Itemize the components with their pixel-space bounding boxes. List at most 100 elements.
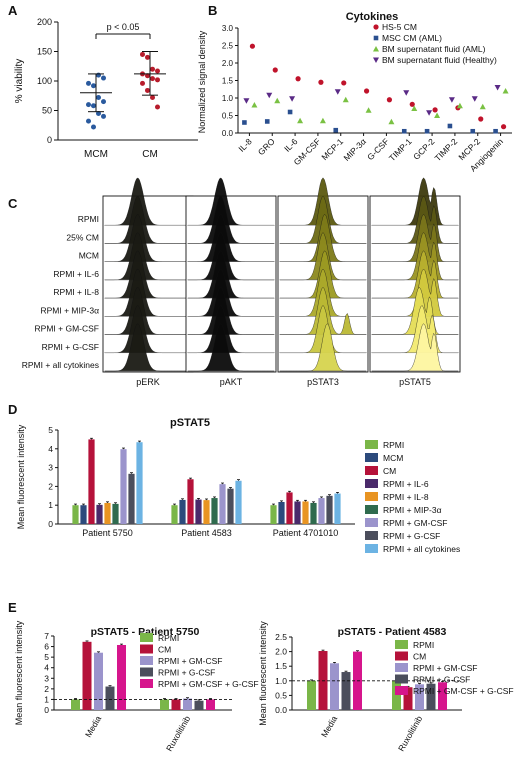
panel-a-y-tick-label: 0 <box>47 135 52 145</box>
panel-b-marker-triangle-down <box>426 110 433 116</box>
panel-e1-bar <box>71 699 80 710</box>
panel-a-data-point <box>86 80 91 86</box>
panel-b-category-label: MIP-3α <box>341 136 368 163</box>
panel-e1-legend-label: RPMI + GM-CSF + G-CSF <box>158 679 259 689</box>
panel-a-data-point <box>96 95 101 101</box>
panel-e1-y-tick-label: 4 <box>44 663 49 673</box>
panel-e1-y-tick-label: 3 <box>44 673 49 683</box>
panel-d-bar <box>235 480 242 524</box>
panel-b-marker-triangle-up <box>411 105 418 111</box>
panel-e2-bar <box>341 672 351 710</box>
panel-b-marker-triangle-down <box>403 90 410 96</box>
panel-a-data-point <box>150 66 155 72</box>
panel-e1-bar <box>82 641 92 710</box>
panel-d-legend-swatch <box>365 492 378 501</box>
panel-e2-legend-swatch <box>395 640 408 649</box>
panel-a-y-tick-label: 50 <box>42 106 52 116</box>
panel-a-y-tick-label: 100 <box>37 76 52 86</box>
panel-d-bar <box>334 493 341 524</box>
panel-a-data-point <box>101 75 106 81</box>
panel-e2-legend-swatch <box>395 651 408 661</box>
panel-a-data-point <box>101 99 106 105</box>
panel-d-bar <box>270 505 277 524</box>
panel-d-bar <box>72 505 79 524</box>
panel-d-bar <box>203 500 210 524</box>
panel-d-category-label: Patient 4701010 <box>273 528 339 538</box>
panel-c-column-label: pERK <box>136 377 160 387</box>
panel-d-bar <box>112 503 119 524</box>
panel-e1-y-tick-label: 5 <box>44 652 49 662</box>
panel-label-e: E <box>8 600 17 615</box>
panel-e2-y-tick-label: 1.0 <box>275 676 287 686</box>
panel-d-title: pSTAT5 <box>170 417 210 429</box>
panel-e1-bar <box>105 686 115 710</box>
panel-b-category-label: MCP-1 <box>319 136 345 162</box>
panel-d-y-axis-title: Mean fluorescent intensity <box>16 424 26 529</box>
panel-e1-legend-swatch <box>140 667 153 677</box>
panel-d-bar <box>104 502 111 524</box>
panel-e1-bar <box>183 698 192 710</box>
panel-b-marker-square <box>333 127 339 133</box>
panel-b-marker-circle <box>272 67 278 73</box>
panel-e2-legend-label: RPMI + GM-CSF <box>413 663 477 673</box>
panel-b-marker-triangle-down <box>494 85 501 91</box>
panel-b-marker-triangle-down <box>289 96 296 102</box>
panel-d-bar <box>136 442 143 524</box>
panel-d-category-label: Patient 4583 <box>181 528 232 538</box>
panel-a-data-point <box>140 80 145 86</box>
panel-a-category-label: MCM <box>84 149 108 160</box>
panel-e1-legend-label: RPMI + G-CSF <box>158 668 215 678</box>
panel-b-marker-circle <box>295 76 301 82</box>
panel-c-row-label: RPMI + MIP-3α <box>40 305 99 315</box>
panel-d-bar <box>195 499 202 524</box>
panel-e1-legend-swatch <box>140 679 153 688</box>
panel-b-marker-triangle-up <box>502 88 509 94</box>
panel-a-data-point <box>140 51 145 57</box>
panel-b-marker-triangle-down <box>266 92 273 99</box>
panel-e1-y-tick-label: 2 <box>44 684 49 694</box>
panel-b-category-label: TIMP-1 <box>387 136 414 163</box>
panel-d-legend-label: RPMI + G-CSF <box>383 531 440 541</box>
panel-e2-bar <box>415 684 424 710</box>
panel-b-marker-square <box>470 128 476 134</box>
panel-e2-title: pSTAT5 - Patient 4583 <box>338 626 447 638</box>
panel-b-y-tick-label: 2.5 <box>222 42 234 51</box>
panel-b-marker-triangle-up <box>342 96 349 103</box>
panel-b-marker-circle <box>341 80 347 86</box>
panel-b-marker-square <box>242 120 247 125</box>
panel-b-marker-triangle-up <box>456 102 463 109</box>
panel-e2-legend-label: RPMI <box>413 640 434 650</box>
panel-a-data-point <box>91 83 96 89</box>
panel-a-data-point <box>145 87 150 93</box>
panel-b-category-label: IL-6 <box>282 136 300 154</box>
panel-e2-y-tick-label: 2.5 <box>275 632 287 642</box>
panel-a-y-tick-label: 150 <box>37 47 52 57</box>
panel-b-legend-label: HS-5 CM <box>382 22 417 32</box>
panel-e2-y-tick-label: 0.5 <box>275 690 287 700</box>
panel-e1-y-tick-label: 1 <box>44 694 49 704</box>
panel-a-data-point <box>150 95 155 101</box>
panel-e2-bar <box>403 687 413 710</box>
panel-e2-legend-label: CM <box>413 652 426 662</box>
panel-d-bar <box>294 501 301 524</box>
panel-b-legend-label: BM supernatant fluid (Healthy) <box>382 55 497 65</box>
panel-a-data-point <box>86 118 91 124</box>
panel-e2-y-tick-label: 2.0 <box>275 647 287 657</box>
panel-d-legend-label: RPMI + GM-CSF <box>383 518 447 528</box>
panel-d-bar <box>219 484 226 524</box>
panel-e1-y-tick-label: 6 <box>44 642 49 652</box>
panel-b-category-label: G-CSF <box>365 136 391 162</box>
panel-d-bar <box>187 479 194 524</box>
panel-a-data-point <box>91 124 96 130</box>
panel-e1-legend-swatch <box>140 644 153 654</box>
panel-e2-bar <box>330 663 339 710</box>
panel-a-data-point <box>155 77 160 83</box>
panel-a-data-point <box>86 102 91 108</box>
panel-a-p-value: p < 0.05 <box>107 22 140 32</box>
panel-d-legend-label: RPMI <box>383 440 404 450</box>
panel-d-bar <box>211 498 218 524</box>
panel-e1-title: pSTAT5 - Patient 5750 <box>91 626 200 638</box>
panel-e2-category-label: Media <box>319 714 339 739</box>
panel-e1-legend-label: RPMI + GM-CSF <box>158 656 222 666</box>
